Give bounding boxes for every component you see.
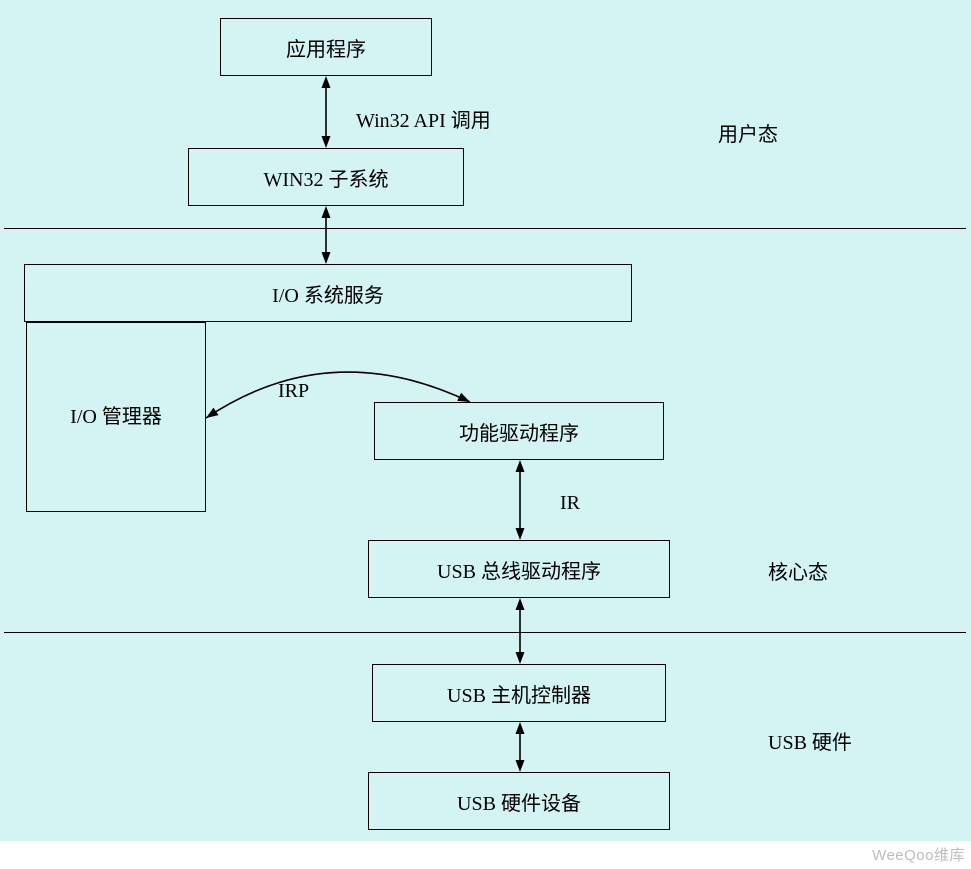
- region-label-user: 用户态: [718, 118, 778, 147]
- divider-user-kernel: [4, 228, 966, 229]
- box-iomgr: I/O 管理器: [26, 322, 206, 512]
- region-label-hw: USB 硬件: [768, 726, 852, 755]
- box-usbhost-label: USB 主机控制器: [447, 679, 591, 708]
- box-iosvc-label: I/O 系统服务: [272, 279, 384, 308]
- box-iomgr-label: I/O 管理器: [70, 401, 162, 433]
- box-usbbus-label: USB 总线驱动程序: [437, 555, 601, 584]
- box-usbhw-label: USB 硬件设备: [457, 787, 581, 816]
- box-app: 应用程序: [220, 18, 432, 76]
- edge-label-win32api: Win32 API 调用: [356, 104, 491, 133]
- region-label-kernel: 核心态: [768, 556, 828, 585]
- watermark: WeeQoo维库: [872, 844, 965, 865]
- box-funcdrv-label: 功能驱动程序: [459, 417, 579, 446]
- divider-kernel-hw: [4, 632, 966, 633]
- box-usbhw: USB 硬件设备: [368, 772, 670, 830]
- box-win32-label: WIN32 子系统: [264, 163, 389, 192]
- edge-label-ir: IR: [560, 492, 580, 515]
- box-win32: WIN32 子系统: [188, 148, 464, 206]
- box-usbhost: USB 主机控制器: [372, 664, 666, 722]
- box-usbbus: USB 总线驱动程序: [368, 540, 670, 598]
- box-iosvc: I/O 系统服务: [24, 264, 632, 322]
- box-funcdrv: 功能驱动程序: [374, 402, 664, 460]
- box-app-label: 应用程序: [286, 33, 366, 62]
- edge-label-irp: IRP: [278, 380, 309, 403]
